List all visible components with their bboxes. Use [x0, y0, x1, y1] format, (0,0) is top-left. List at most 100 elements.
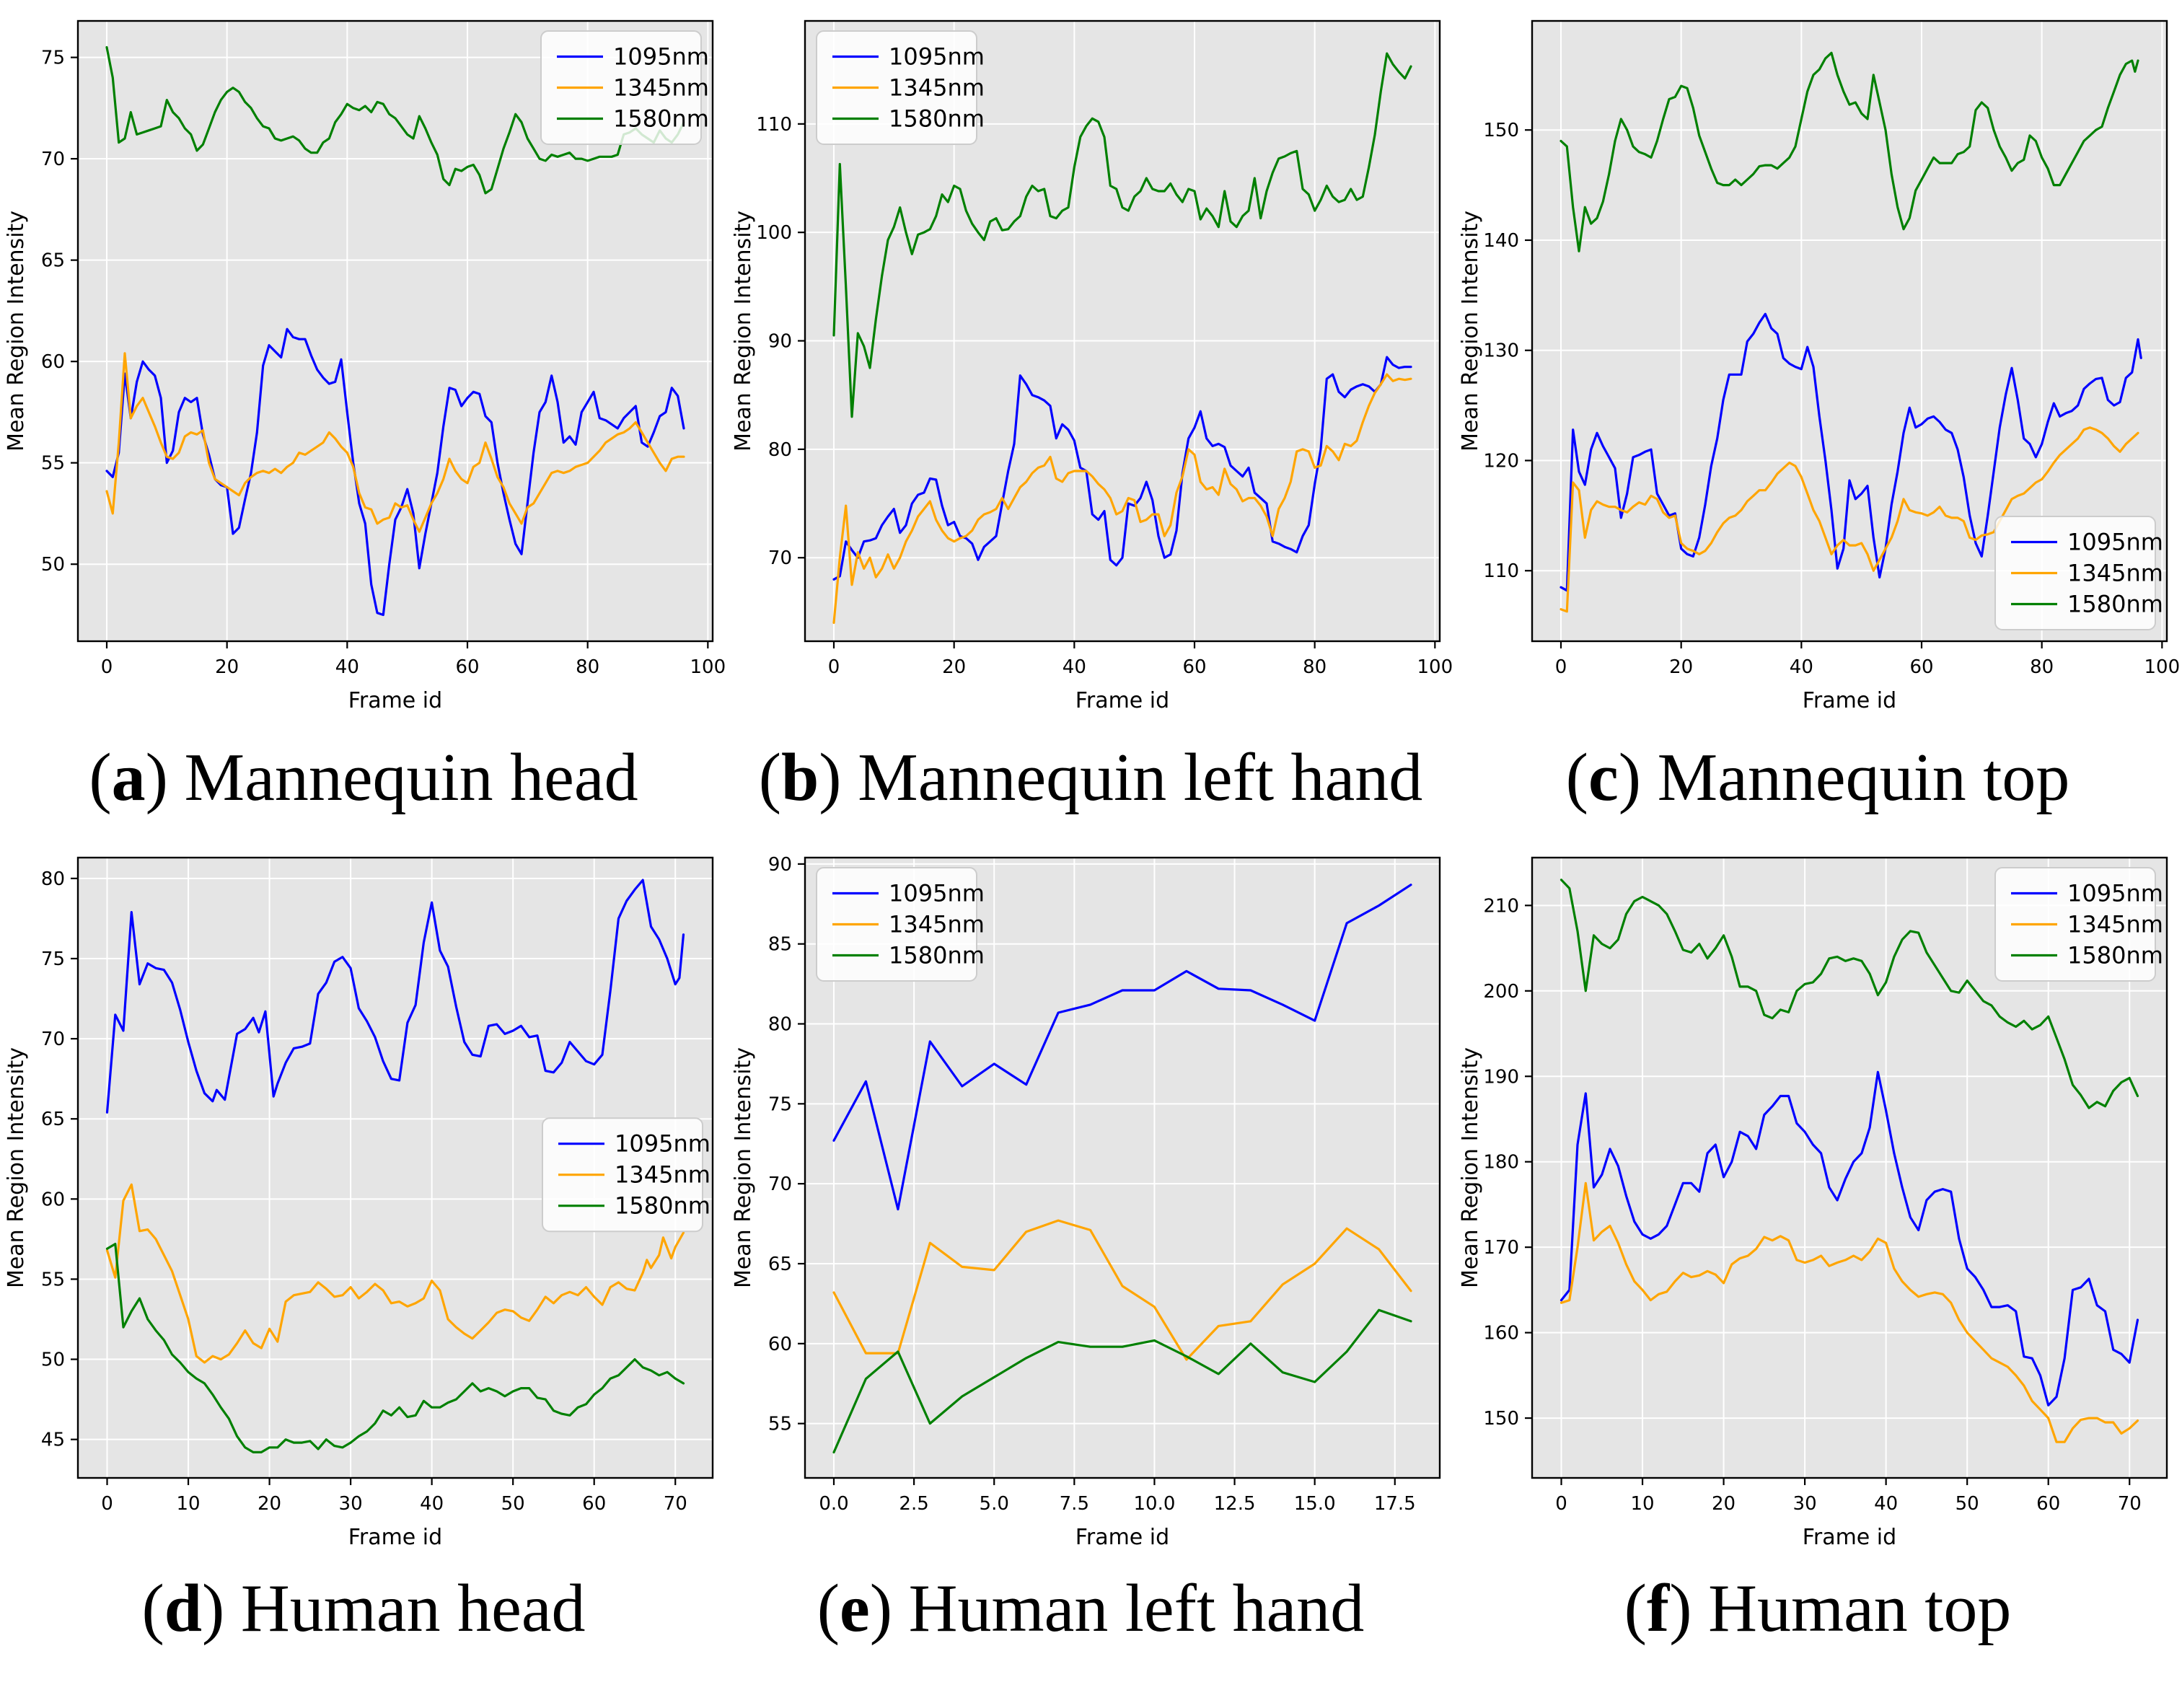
- y-tick-label: 130: [1483, 340, 1519, 362]
- caption-letter: b: [781, 740, 819, 815]
- caption-text: Human left hand: [908, 1570, 1365, 1646]
- series-line-1095nm: [832, 356, 1412, 581]
- gridlines: [805, 857, 1440, 1478]
- legend-label-1345nm: 1345nm: [2067, 560, 2163, 587]
- caption-mannequin-top: (c) Mannequin top: [1454, 736, 2181, 821]
- panel-mannequin-head: 0 20 40 60 80 100 50 55 60 65 70 75 Frame id Mean Reg…: [0, 3, 727, 821]
- y-tick-label: 60: [41, 1189, 65, 1210]
- caption-text: Mannequin left hand: [858, 740, 1423, 815]
- x-tick-label: 0: [101, 656, 113, 678]
- tick-labels: 0.0 2.5 5.0 7.5 10.0 12.5 15.0 17.5 55 60 65 70 75 80…: [768, 853, 1416, 1514]
- caption-paren-close: ): [869, 1570, 893, 1646]
- y-tick-label: 55: [768, 1413, 792, 1435]
- chart-mannequin-head: 0 20 40 60 80 100 50 55 60 65 70 75 Frame id Mean Reg…: [4, 19, 726, 713]
- x-axis-label: Frame id: [1075, 1525, 1169, 1550]
- legend-label-1345nm: 1345nm: [615, 1161, 711, 1188]
- legend-label-1095nm: 1095nm: [889, 43, 985, 71]
- y-tick-label: 55: [41, 1269, 65, 1290]
- x-tick-label: 60: [2036, 1493, 2060, 1515]
- y-tick-label: 70: [768, 547, 792, 569]
- x-tick-label: 20: [1712, 1493, 1736, 1515]
- x-tick-label: 50: [1956, 1493, 1979, 1515]
- y-tick-label: 210: [1483, 895, 1519, 917]
- legend-box: [816, 866, 977, 982]
- caption-mannequin-left-hand: (b) Mannequin left hand: [727, 736, 1454, 821]
- x-tick-label: 80: [1303, 656, 1327, 678]
- y-tick-label: 80: [768, 439, 792, 461]
- legend: 1095nm 1345nm 1580nm: [816, 30, 985, 145]
- legend-label-1345nm: 1345nm: [889, 74, 985, 102]
- y-tick-label: 140: [1483, 230, 1519, 252]
- x-tick-label: 0.0: [819, 1493, 848, 1515]
- series-line-1095nm: [1559, 312, 2142, 592]
- legend-label-1345nm: 1345nm: [889, 910, 985, 938]
- y-axis-label: Mean Region Intensity: [1458, 1047, 1483, 1287]
- caption-letter: e: [840, 1570, 870, 1646]
- legend-label-1095nm: 1095nm: [889, 879, 985, 907]
- series-line-1345nm: [1559, 426, 2139, 613]
- y-tick-label: 60: [768, 1333, 792, 1355]
- panel-human-top: 0 10 20 30 40 50 60 70 150 160 170 180 190 200 210 Fram…: [1454, 840, 2181, 1652]
- y-axis-label: Mean Region Intensity: [731, 1047, 756, 1287]
- caption-letter: d: [164, 1570, 203, 1646]
- x-tick-label: 10: [1630, 1493, 1654, 1515]
- x-tick-label: 10.0: [1133, 1493, 1175, 1515]
- series-line-1580nm: [832, 52, 1412, 418]
- series-line-1345nm: [105, 1183, 685, 1364]
- x-tick-label: 20: [215, 656, 239, 678]
- series-line-1345nm: [832, 1219, 1412, 1361]
- panel-human-left-hand: 0.0 2.5 5.0 7.5 10.0 12.5 15.0 17.5 55 60 65 70 75 80…: [727, 840, 1454, 1652]
- series-line-1580nm: [105, 1242, 685, 1453]
- x-tick-label: 12.5: [1214, 1493, 1256, 1515]
- gridlines: [805, 21, 1440, 641]
- tick-marks: [71, 56, 709, 648]
- caption-human-top: (f) Human top: [1454, 1567, 2181, 1652]
- y-axis-label: Mean Region Intensity: [1458, 211, 1483, 452]
- y-tick-label: 65: [768, 1253, 792, 1275]
- x-tick-label: 70: [2118, 1493, 2142, 1515]
- x-tick-label: 20: [258, 1493, 281, 1515]
- x-tick-label: 80: [576, 656, 599, 678]
- x-axis-label: Frame id: [348, 688, 442, 713]
- plot-spines: [1531, 856, 2168, 1479]
- y-tick-label: 75: [41, 948, 65, 970]
- x-tick-label: 40: [1063, 656, 1086, 678]
- tick-labels: 0 10 20 30 40 50 60 70 150 160 170 180 190 200 210: [1483, 895, 2141, 1515]
- legend-label-1095nm: 1095nm: [2067, 879, 2163, 907]
- caption-paren-close: ): [1669, 1570, 1692, 1646]
- x-tick-label: 100: [1417, 656, 1453, 678]
- legend-box: [816, 30, 977, 145]
- tick-marks: [798, 123, 1436, 648]
- series-line-1095nm: [1559, 1070, 2139, 1407]
- y-tick-label: 180: [1483, 1151, 1519, 1173]
- y-tick-label: 190: [1483, 1066, 1519, 1088]
- x-tick-label: 40: [420, 1493, 444, 1515]
- legend-label-1580nm: 1580nm: [613, 105, 709, 133]
- x-tick-label: 30: [339, 1493, 363, 1515]
- y-tick-label: 75: [768, 1093, 792, 1115]
- figure-row-top: 0 20 40 60 80 100 50 55 60 65 70 75 Frame id Mean Reg…: [0, 3, 2182, 821]
- x-tick-label: 20: [1669, 656, 1693, 678]
- caption-letter: c: [1588, 740, 1619, 815]
- panel-human-head: 0 10 20 30 40 50 60 70 45 50 55 60 65 70 75 80 Frame id M…: [0, 840, 727, 1652]
- caption-human-left-hand: (e) Human left hand: [727, 1567, 1454, 1652]
- legend-label-1580nm: 1580nm: [2067, 941, 2163, 969]
- panel-mannequin-top: 0 20 40 60 80 100 110 120 130 140 150 Frame id Mean …: [1454, 3, 2181, 821]
- series-line-1580nm: [1559, 51, 2139, 252]
- y-tick-label: 160: [1483, 1322, 1519, 1344]
- caption-paren-open: (: [758, 740, 782, 815]
- chart-human-head: 0 10 20 30 40 50 60 70 45 50 55 60 65 70 75 80 Frame id M…: [4, 856, 714, 1550]
- plot-spines: [804, 856, 1441, 1479]
- legend-label-1345nm: 1345nm: [2067, 910, 2163, 938]
- y-tick-label: 200: [1483, 980, 1519, 1002]
- legend-box: [1994, 866, 2156, 982]
- y-tick-label: 70: [41, 149, 65, 170]
- gridlines: [1532, 857, 2167, 1478]
- tick-marks: [798, 863, 1396, 1485]
- panel-mannequin-left-hand: 0 20 40 60 80 100 70 80 90 100 110 Frame id Mean Reg…: [727, 3, 1454, 821]
- legend-box: [542, 1117, 703, 1232]
- x-tick-label: 40: [1790, 656, 1813, 678]
- legend-box: [540, 30, 702, 145]
- x-axis-label: Frame id: [1075, 688, 1169, 713]
- legend-label-1580nm: 1580nm: [2067, 591, 2163, 618]
